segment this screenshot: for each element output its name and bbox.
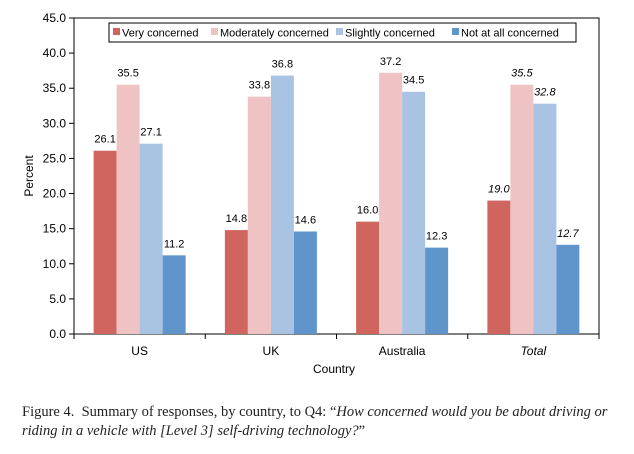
data-label: 14.6 xyxy=(295,214,316,226)
legend-swatch xyxy=(113,28,120,35)
legend-swatch xyxy=(452,28,459,35)
y-tick-label: 5.0 xyxy=(49,292,66,306)
data-label: 27.1 xyxy=(140,127,161,139)
y-tick-label: 35.0 xyxy=(43,81,67,95)
y-tick-label: 10.0 xyxy=(43,257,67,271)
data-label: 37.2 xyxy=(380,56,401,68)
x-tick-label: UK xyxy=(263,344,280,358)
legend-label: Moderately concerned xyxy=(220,28,329,40)
data-label: 35.5 xyxy=(117,68,138,80)
legend: Very concerned Moderately concerned Slight… xyxy=(108,22,577,43)
data-label: 36.8 xyxy=(272,59,293,71)
caption-suffix: ” xyxy=(358,423,366,439)
bar xyxy=(510,84,534,334)
x-tick-label: Australia xyxy=(379,344,426,358)
data-label: 14.8 xyxy=(226,213,247,225)
data-label: 34.5 xyxy=(403,75,424,87)
legend-label: Not at all concerned xyxy=(461,28,559,40)
bar xyxy=(162,255,186,334)
data-label: 16.0 xyxy=(357,205,378,217)
y-tick-label: 40.0 xyxy=(43,46,67,60)
bar xyxy=(139,143,163,334)
y-tick-label: 30.0 xyxy=(43,116,67,130)
bar xyxy=(93,150,117,334)
data-label: 26.1 xyxy=(94,134,115,146)
bar xyxy=(224,230,248,334)
data-label: 11.2 xyxy=(164,238,185,250)
bar xyxy=(270,75,294,335)
y-tick-label: 45.0 xyxy=(43,11,67,25)
x-axis-label: Country xyxy=(313,362,355,376)
x-tick-label: US xyxy=(131,344,148,358)
bar xyxy=(402,91,426,334)
bar xyxy=(556,244,580,334)
bar xyxy=(293,231,317,334)
caption-prefix: Figure 4. Summary of responses, by count… xyxy=(22,404,337,420)
y-tick-label: 25.0 xyxy=(43,151,67,165)
bar xyxy=(425,247,449,334)
bar xyxy=(116,84,140,334)
data-label: 35.5 xyxy=(511,68,533,80)
caption-question: How concerned would you be about driving… xyxy=(22,404,608,439)
y-tick-label: 20.0 xyxy=(43,187,67,201)
data-label: 33.8 xyxy=(249,80,270,92)
y-tick-label: 15.0 xyxy=(43,222,67,236)
bar xyxy=(356,221,380,334)
bar xyxy=(533,103,557,334)
data-label: 12.7 xyxy=(557,228,579,240)
legend-swatch xyxy=(336,28,343,35)
bar xyxy=(247,96,271,334)
data-label: 12.3 xyxy=(426,231,447,243)
bar xyxy=(379,72,403,335)
figure-caption: Figure 4. Summary of responses, by count… xyxy=(22,403,612,441)
bar xyxy=(487,200,511,334)
legend-swatch xyxy=(211,28,218,35)
legend-label: Slightly concerned xyxy=(345,28,435,40)
legend-label: Very concerned xyxy=(122,28,198,40)
x-tick-label: Total xyxy=(521,344,547,358)
y-tick-label: 0.0 xyxy=(49,327,66,341)
data-label: 19.0 xyxy=(488,184,510,196)
data-label: 32.8 xyxy=(534,87,556,99)
y-axis-label: Percent xyxy=(22,155,36,197)
